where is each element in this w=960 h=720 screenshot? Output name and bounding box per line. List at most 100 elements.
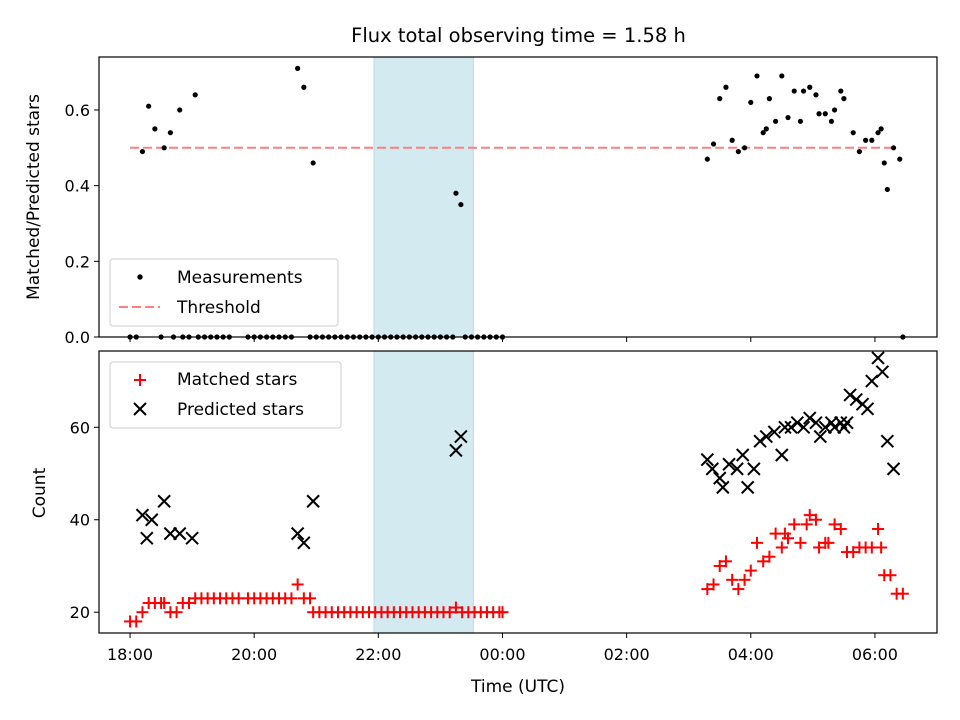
predicted-star-point: [306, 494, 320, 508]
predicted-star-point: [880, 434, 895, 448]
measurement-point: [807, 84, 813, 90]
matched-star-point: [828, 518, 841, 531]
predicted-star-point: [767, 425, 782, 439]
top-x-ticks: [129, 337, 876, 342]
matched-star-point: [449, 601, 462, 614]
measurement-point: [754, 73, 760, 79]
bottom-x-axis: 18:00 20:00 22:00 00:00 02:00 04:00 06:00: [107, 633, 898, 664]
matched-star-point: [304, 592, 317, 605]
top-panel: 0.0 0.2 0.4 0.6 Matched/Predicted stars Mea…: [24, 56, 938, 347]
predicted-star-point: [849, 392, 864, 407]
measurement-point: [800, 88, 807, 94]
predicted-star-point: [700, 452, 715, 467]
measurement-point: [748, 99, 754, 106]
predicted-star-point: [803, 411, 817, 425]
measurement-point: [295, 65, 301, 71]
matched-star-point: [896, 587, 909, 600]
matched-star-point: [775, 541, 788, 554]
bottom-y-tick-label: 40: [70, 511, 90, 530]
matched-star-point: [763, 550, 776, 563]
predicted-star-point: [713, 471, 727, 485]
matched-star-point: [757, 555, 770, 568]
top-y-tick-label: 0.4: [65, 177, 90, 196]
legend-predicted-marker: [133, 402, 147, 416]
measurement-point: [813, 92, 819, 98]
measurement-point: [167, 130, 173, 136]
predicted-star-point: [753, 434, 767, 448]
bottom-plot-frame: [98, 350, 938, 634]
measurement-point: [717, 96, 723, 102]
measurement-point: [881, 160, 887, 166]
matched-star-point: [496, 606, 509, 619]
top-plot-frame: [98, 56, 938, 338]
bottom-highlight-band: [373, 350, 474, 634]
measurement-point: [735, 148, 741, 155]
top-y-axis: 0.0 0.2 0.4 0.6: [65, 101, 99, 347]
matched-star-point: [719, 555, 732, 568]
x-tick-label: 06:00: [852, 645, 898, 664]
x-tick-label: 22:00: [355, 645, 401, 664]
bottom-panel: 20 40 60 18:00 20:00 22:00 00:00 02:00 04:00 06:…: [30, 350, 938, 697]
predicted-star-point: [297, 536, 311, 550]
predicted-star-point: [796, 420, 811, 434]
measurement-point: [878, 126, 884, 132]
matched-star-point: [803, 509, 816, 522]
measurement-point: [897, 156, 903, 162]
predicted-star-point: [740, 480, 755, 495]
measurement-point: [177, 107, 183, 113]
predicted-star-point: [843, 388, 857, 402]
top-legend: Measurements Threshold: [109, 258, 339, 327]
predicted-star-point: [809, 415, 823, 430]
x-tick-label: 04:00: [728, 645, 774, 664]
measurement-point: [884, 186, 890, 193]
x-tick-label: 18:00: [107, 645, 153, 664]
matched-star-point: [834, 522, 847, 535]
matched-star-point: [170, 606, 183, 619]
measurement-point: [453, 190, 459, 196]
matched-star-point: [713, 559, 726, 572]
measurement-point: [856, 148, 863, 155]
measurement-point: [741, 145, 748, 151]
predicted-star-point: [157, 494, 171, 508]
top-y-tick-label: 0.2: [65, 252, 90, 271]
measurement-point: [828, 118, 835, 124]
measurement-point: [816, 111, 822, 117]
bottom-legend-frame: [109, 361, 342, 429]
measurement-point: [710, 141, 717, 147]
matched-star-point: [744, 564, 757, 577]
predicted-star-point: [860, 402, 875, 416]
bottom-y-axis: 20 40 60: [70, 418, 99, 622]
chart-title: Flux total observing time = 1.58 h: [351, 24, 686, 47]
measurement-point: [841, 96, 847, 102]
matched-star-point: [884, 569, 897, 582]
predicted-star-point: [736, 448, 750, 462]
measurement-point: [763, 126, 769, 132]
legend-matched-marker: [134, 374, 146, 386]
predicted-star-point: [840, 415, 854, 430]
predicted-star-point: [778, 420, 792, 434]
measurement-point: [822, 111, 828, 117]
measurement-point: [766, 96, 773, 102]
measurement-point: [831, 107, 838, 113]
top-legend-frame: [109, 258, 339, 327]
matched-star-point: [136, 606, 149, 619]
measurement-point: [875, 130, 881, 136]
measurement-point: [890, 145, 897, 151]
predicted-star-point: [705, 462, 719, 476]
matched-star-point: [800, 518, 813, 531]
predicted-star-point: [790, 415, 805, 430]
matched-star-point: [130, 615, 143, 628]
measurement-point: [773, 118, 779, 124]
predicted-star-point: [449, 443, 463, 458]
bottom-y-axis-label: Count: [30, 467, 50, 518]
measurement-point: [723, 84, 729, 90]
top-y-axis-label: Matched/Predicted stars: [24, 94, 44, 300]
measurement-point: [161, 145, 167, 151]
legend-measurement-marker: [137, 274, 143, 280]
predicted-star-point: [722, 457, 736, 471]
bottom-legend: Matched stars Predicted stars: [109, 361, 342, 429]
predicted-star-point: [813, 429, 828, 444]
predicted-star-point: [140, 531, 154, 545]
measurement-point: [301, 84, 307, 90]
predicted-star-point: [185, 531, 199, 545]
